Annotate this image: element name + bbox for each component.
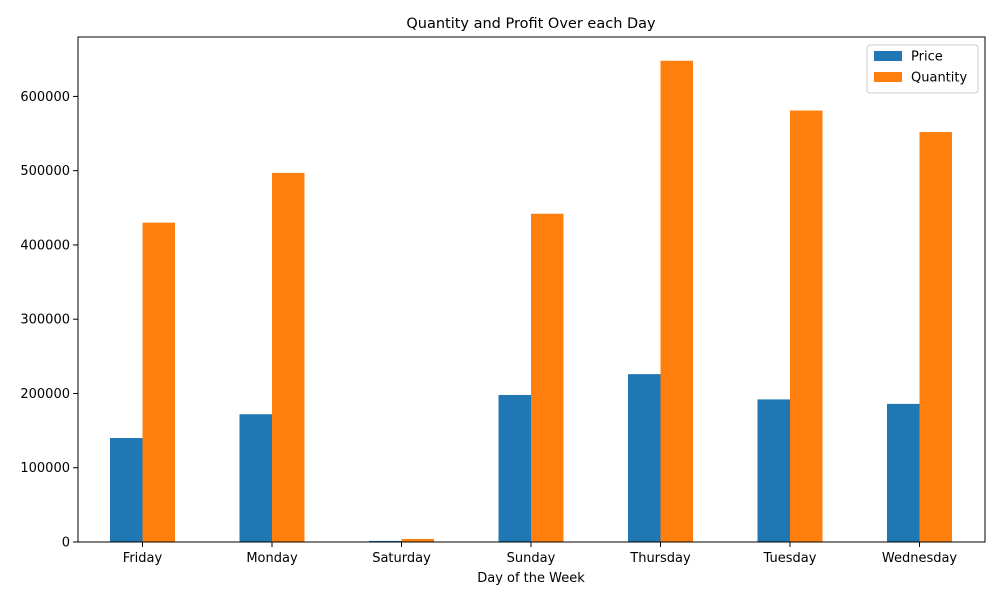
legend-label-price: Price — [911, 50, 943, 65]
x-axis-label: Day of the Week — [477, 571, 585, 586]
legend-swatch-price — [874, 51, 902, 61]
x-tick-label: Friday — [123, 551, 163, 566]
x-tick-label: Thursday — [629, 551, 691, 566]
x-axis: Friday Monday Saturday Sunday Thursday Tuesda… — [123, 542, 958, 566]
bar-price-friday — [110, 438, 143, 542]
x-tick-label: Monday — [246, 551, 298, 566]
bars-layer — [110, 60, 952, 543]
bar-price-tuesday — [757, 399, 790, 542]
bar-price-thursday — [628, 374, 661, 542]
chart-title: Quantity and Profit Over each Day — [406, 16, 656, 32]
legend-label-quantity: Quantity — [911, 71, 967, 86]
x-tick-label: Saturday — [372, 551, 431, 566]
y-tick-label: 500000 — [20, 164, 70, 179]
x-tick-label: Tuesday — [763, 551, 817, 566]
legend-swatch-quantity — [874, 72, 902, 82]
y-tick-label: 0 — [62, 536, 70, 551]
bar-price-sunday — [498, 394, 531, 542]
bar-price-monday — [239, 414, 272, 542]
y-tick-label: 100000 — [20, 461, 70, 476]
bar-quantity-sunday — [531, 213, 564, 542]
plot-area-frame — [77, 36, 986, 543]
y-tick-label: 200000 — [20, 387, 70, 402]
bar-quantity-thursday — [660, 60, 693, 542]
bar-quantity-friday — [142, 222, 175, 542]
x-tick-label: Sunday — [507, 551, 556, 566]
bar-price-saturday — [369, 540, 402, 542]
bar-quantity-monday — [272, 172, 305, 542]
bar-quantity-wednesday — [919, 132, 952, 542]
bar-quantity-tuesday — [790, 110, 823, 543]
y-tick-label: 300000 — [20, 313, 70, 328]
y-axis: 0 100000 200000 300000 400000 500000 600000 — [20, 90, 78, 551]
y-tick-label: 600000 — [20, 90, 70, 105]
chart-legend: Price Quantity — [866, 44, 979, 94]
bar-quantity-saturday — [401, 539, 434, 542]
x-tick-label: Wednesday — [882, 551, 958, 566]
y-tick-label: 400000 — [20, 238, 70, 253]
bar-price-wednesday — [887, 403, 920, 542]
